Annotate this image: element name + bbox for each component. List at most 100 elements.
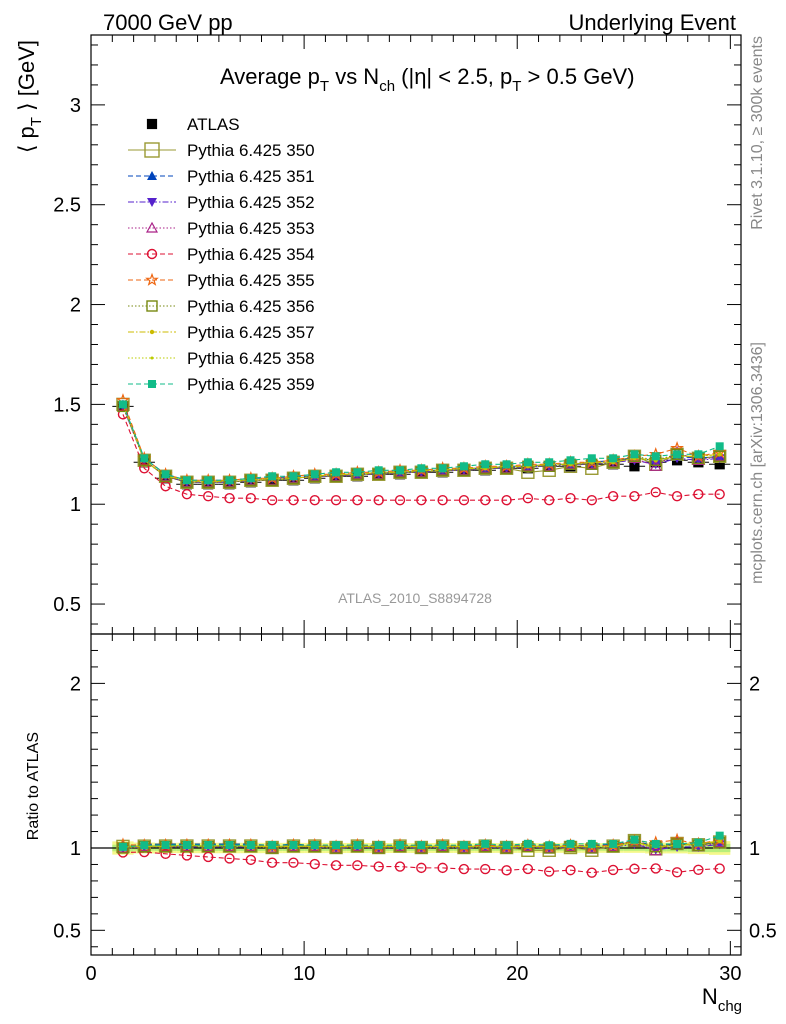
ratio-frame (90, 633, 742, 956)
marker-square (289, 841, 298, 850)
marker-circle (565, 493, 576, 504)
marker-square (673, 450, 682, 459)
marker-circle (480, 495, 491, 506)
marker-square (694, 450, 703, 459)
marker-dot (149, 329, 155, 335)
chart-title-part: Average p (220, 64, 320, 89)
marker-square (566, 839, 575, 848)
marker-circle (224, 853, 235, 864)
marker-square (545, 841, 554, 850)
marker-circle (501, 865, 512, 876)
marker-square (459, 841, 468, 850)
marker-square (438, 464, 447, 473)
chart-title-part: ch (379, 78, 395, 95)
y-tick-label-main: 1.5 (53, 394, 81, 416)
marker-circle (266, 857, 278, 868)
marker-square (396, 466, 405, 475)
marker-square (673, 839, 682, 848)
y-tick-label-ratio-right: 2 (749, 673, 760, 695)
legend-label: Pythia 6.425 351 (187, 167, 315, 186)
marker-square (148, 380, 156, 388)
legend-label: Pythia 6.425 356 (187, 297, 315, 316)
marker-circle (437, 862, 448, 874)
chart-title-part: T (320, 78, 329, 95)
marker-circle (543, 495, 555, 506)
marker-square (353, 841, 362, 850)
marker-circle (437, 495, 448, 506)
marker-square (481, 839, 490, 848)
y-tick-label-ratio-left: 2 (70, 673, 81, 695)
marker-atlas (714, 459, 725, 470)
chart-text: 0 10 20 30 0.5 1 1.5 2 2.5 3 0.5 0.5 1 1 2 2 ATLAS Pythia… (14, 40, 777, 1015)
marker-square (523, 839, 532, 848)
marker-circle (245, 854, 257, 866)
marker-square (502, 841, 511, 850)
marker-circle (416, 862, 427, 874)
marker-square (246, 474, 255, 483)
marker-circle (330, 860, 342, 871)
marker-circle (480, 863, 491, 875)
marker-square (502, 460, 511, 469)
y-tick-label-main: 1 (70, 494, 81, 516)
marker-triangle (147, 198, 157, 207)
marker-square (161, 841, 170, 850)
marker-square (182, 476, 191, 485)
marker-square (225, 841, 234, 850)
marker-square (310, 470, 319, 479)
marker-circle (203, 491, 214, 502)
marker-square (713, 450, 726, 462)
x-axis-label-part: N (702, 984, 718, 1009)
marker-circle (160, 848, 171, 860)
marker-square (204, 841, 213, 850)
marker-circle (330, 495, 342, 506)
marker-square (396, 841, 405, 850)
header-right: Underlying Event (568, 10, 736, 35)
legend: ATLAS Pythia 6.425 350 Pythia 6.425 351 Pyt… (128, 115, 315, 394)
y-tick-label-main: 0.5 (53, 594, 81, 616)
analysis-watermark: ATLAS_2010_S8894728 (338, 590, 492, 606)
marker-circle (146, 248, 158, 260)
marker-square (609, 454, 618, 463)
marker-square (374, 841, 383, 850)
marker-circle (629, 491, 640, 502)
x-axis-label-part: chg (718, 998, 742, 1015)
marker-circle (203, 851, 214, 863)
legend-label-atlas: ATLAS (187, 115, 240, 134)
marker-square (332, 841, 341, 850)
marker-square (225, 476, 234, 485)
marker-circle (266, 495, 278, 506)
marker-square (353, 468, 362, 477)
x-tick-label: 0 (85, 963, 96, 985)
y-axis-label-main-part: ⟨ p (14, 126, 39, 153)
x-tick-label: 30 (719, 963, 741, 985)
marker-square (694, 838, 703, 847)
marker-square (715, 831, 724, 840)
y-axis-label-main-part: T (28, 117, 45, 126)
series-line-ratio (122, 843, 720, 851)
marker-circle (394, 495, 406, 506)
marker-circle (522, 493, 534, 504)
y-tick-label-ratio-right: 1 (749, 838, 760, 860)
marker-circle (352, 860, 363, 871)
y-axis-label-main: ⟨ pT ⟩ [GeV] (14, 40, 45, 153)
marker-star (145, 272, 159, 286)
marker-dot (718, 839, 722, 843)
marker-circle (181, 489, 193, 500)
y-tick-label-ratio-right: 0.5 (749, 920, 777, 942)
marker-circle (224, 493, 235, 504)
marker-square (246, 841, 255, 850)
marker-circle (650, 863, 661, 874)
marker-square (417, 464, 426, 473)
marker-square (268, 472, 277, 481)
marker-circle (650, 487, 661, 498)
marker-square (118, 842, 127, 851)
legend-label: Pythia 6.425 355 (187, 271, 315, 290)
legend-label: Pythia 6.425 353 (187, 219, 315, 238)
legend-label: Pythia 6.425 354 (187, 245, 315, 264)
marker-square (417, 841, 426, 850)
y-tick-label-ratio-left: 1 (70, 838, 81, 860)
marker-square (268, 841, 277, 850)
marker-square (587, 839, 596, 848)
marker-circle (458, 495, 470, 506)
